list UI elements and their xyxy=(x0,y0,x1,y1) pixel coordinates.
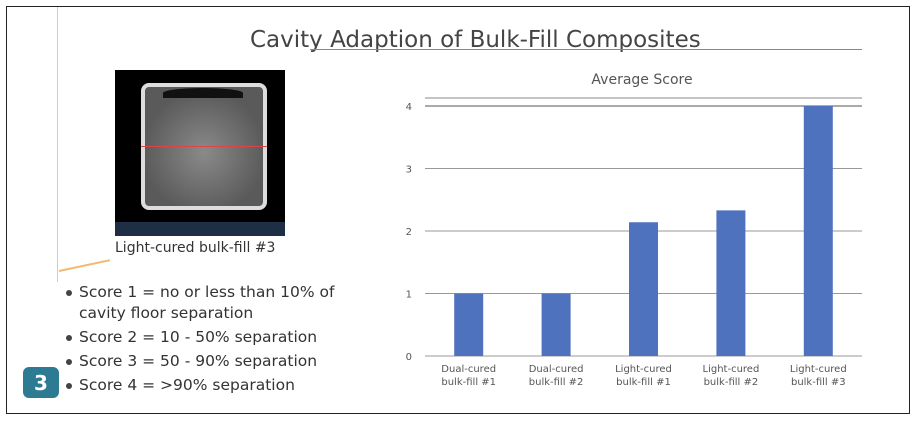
slide-title: Cavity Adaption of Bulk-Fill Composites xyxy=(250,27,701,53)
x-tick-label: bulk-fill #1 xyxy=(616,377,671,388)
score-legend: Score 1 = no or less than 10% of cavity … xyxy=(64,282,349,399)
bar xyxy=(541,293,571,356)
x-tick-label: Dual-cured xyxy=(529,364,584,375)
title-underline xyxy=(310,49,862,50)
bar xyxy=(629,222,658,356)
x-tick-label: Dual-cured xyxy=(441,364,496,375)
x-tick-label: bulk-fill #1 xyxy=(441,377,496,388)
bullet-text: Score 1 = no or less than 10% of cavity … xyxy=(79,283,335,322)
y-tick-label: 1 xyxy=(406,290,412,301)
bullet-score-1: Score 1 = no or less than 10% of cavity … xyxy=(64,282,349,324)
x-tick-label: Light-cured xyxy=(703,364,760,375)
figure-frame xyxy=(6,6,910,414)
x-tick-label: bulk-fill #2 xyxy=(704,377,759,388)
y-tick-label: 3 xyxy=(406,165,412,176)
x-tick-label: Light-cured xyxy=(790,364,847,375)
y-tick-label: 4 xyxy=(406,102,412,113)
x-tick-label: bulk-fill #3 xyxy=(791,377,846,388)
bullet-text: Score 4 = >90% separation xyxy=(79,376,295,394)
chart-title: Average Score xyxy=(591,72,692,88)
bar xyxy=(803,106,833,356)
image-footer-band xyxy=(115,222,285,236)
micro-ct-image xyxy=(115,70,285,236)
bullet-score-3: Score 3 = 50 - 90% separation xyxy=(64,351,349,372)
image-caption: Light-cured bulk-fill #3 xyxy=(115,240,276,256)
section-line xyxy=(141,146,267,147)
figure-number-badge: 3 xyxy=(23,367,59,398)
bullet-score-4: Score 4 = >90% separation xyxy=(64,375,349,396)
x-tick-label: Light-cured xyxy=(615,364,672,375)
y-tick-label: 2 xyxy=(406,227,412,238)
bullet-text: Score 2 = 10 - 50% separation xyxy=(79,328,318,346)
x-tick-label: bulk-fill #2 xyxy=(529,377,584,388)
bar xyxy=(716,210,746,356)
slide-edge-line xyxy=(57,7,58,282)
y-tick-label: 0 xyxy=(406,352,412,363)
bullet-text: Score 3 = 50 - 90% separation xyxy=(79,352,318,370)
separation-gap xyxy=(163,88,243,98)
bullet-score-2: Score 2 = 10 - 50% separation xyxy=(64,327,349,348)
bar xyxy=(454,293,484,356)
